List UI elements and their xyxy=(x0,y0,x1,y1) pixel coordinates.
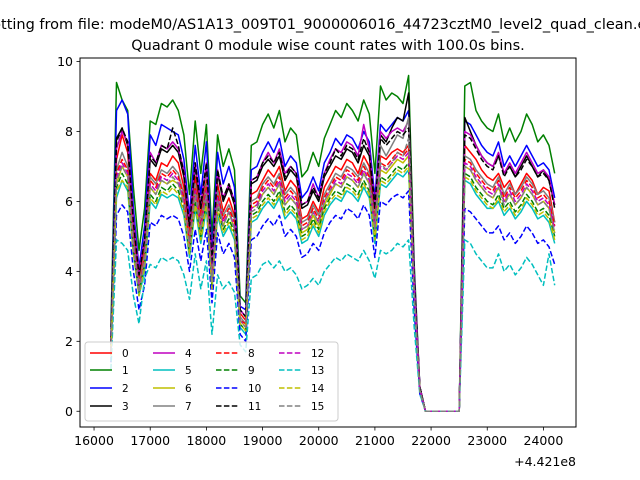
y-tick-label: 2 xyxy=(65,334,73,349)
legend-label-0: 0 xyxy=(122,348,129,360)
series-line-1 xyxy=(110,74,556,413)
series-line-14 xyxy=(110,165,556,413)
x-offset-label: +4.421e8 xyxy=(514,454,576,469)
legend-label-13: 13 xyxy=(311,365,324,377)
legend-label-4: 4 xyxy=(185,348,192,360)
y-tick-label: 0 xyxy=(65,404,73,419)
legend-label-15: 15 xyxy=(311,401,324,413)
series-layer xyxy=(110,74,556,413)
legend-label-10: 10 xyxy=(248,383,261,395)
legend-label-7: 7 xyxy=(185,401,192,413)
chart-title: Quadrant 0 module wise count rates with … xyxy=(131,38,525,54)
legend-label-2: 2 xyxy=(122,383,129,395)
legend-label-12: 12 xyxy=(311,348,324,360)
x-tick-label: 23000 xyxy=(467,433,507,448)
legend-label-8: 8 xyxy=(248,348,255,360)
x-tick-label: 20000 xyxy=(299,433,339,448)
legend-label-5: 5 xyxy=(185,365,192,377)
series-line-0 xyxy=(110,134,556,413)
y-tick-label: 8 xyxy=(65,124,73,139)
series-line-15 xyxy=(110,137,556,413)
x-tick-label: 17000 xyxy=(130,433,170,448)
legend-label-3: 3 xyxy=(122,401,129,413)
series-line-2 xyxy=(110,99,556,413)
legend-label-11: 11 xyxy=(248,401,261,413)
x-tick-label: 24000 xyxy=(524,433,564,448)
legend-label-1: 1 xyxy=(122,365,129,377)
series-line-8 xyxy=(110,148,556,413)
series-line-11 xyxy=(110,127,556,413)
legend-label-9: 9 xyxy=(248,365,255,377)
x-tick-label: 18000 xyxy=(187,433,227,448)
series-line-13 xyxy=(110,239,556,413)
x-axis: 16000 17000 18000 19000 20000 21000 22000 23000… xyxy=(74,427,563,448)
y-tick-label: 4 xyxy=(65,264,73,279)
series-line-10 xyxy=(110,190,556,413)
plot-frame xyxy=(79,57,577,428)
legend-label-14: 14 xyxy=(311,383,325,395)
y-tick-label: 10 xyxy=(57,54,73,69)
x-tick-label: 22000 xyxy=(411,433,451,448)
figure-suptitle: Plotting from file: modeM0/AS1A13_009T01… xyxy=(0,17,640,33)
y-axis: 0 2 4 6 8 10 xyxy=(57,54,80,419)
legend-box xyxy=(84,341,339,422)
legend-label-6: 6 xyxy=(185,383,192,395)
y-tick-label: 6 xyxy=(65,194,73,209)
x-tick-label: 19000 xyxy=(243,433,283,448)
x-tick-label: 21000 xyxy=(355,433,395,448)
x-tick-label: 16000 xyxy=(74,433,114,448)
